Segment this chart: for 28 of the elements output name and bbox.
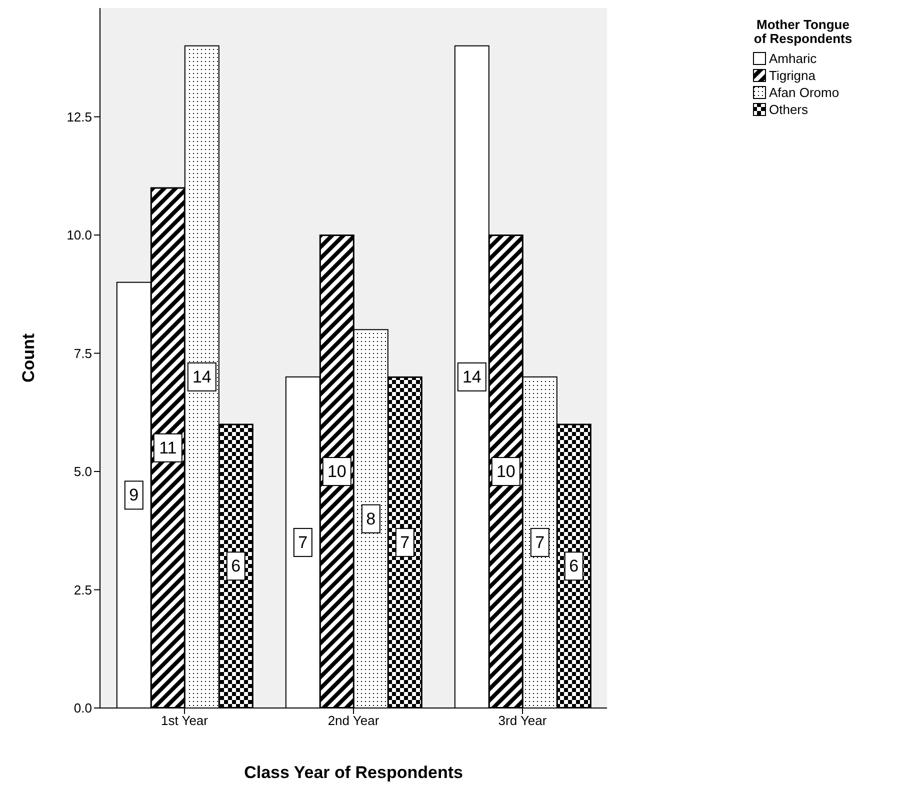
legend-label: Tigrigna (769, 68, 816, 83)
data-label: 7 (298, 532, 308, 552)
data-label: 11 (159, 438, 177, 458)
x-tick-label: 3rd Year (498, 713, 548, 728)
x-axis-title: Class Year of Respondents (244, 763, 463, 782)
data-label: 14 (192, 367, 212, 386)
y-tick-label: 5.0 (74, 464, 92, 480)
y-tick-label: 12.5 (66, 109, 92, 124)
data-label: 7 (535, 532, 545, 552)
y-axis-title: Count (19, 333, 38, 383)
data-label: 7 (400, 532, 410, 552)
y-tick-label: 0.0 (74, 700, 92, 716)
data-label: 10 (496, 462, 516, 482)
legend-label: Others (769, 102, 808, 117)
data-label: 14 (462, 367, 482, 386)
data-label: 6 (231, 556, 241, 576)
x-tick-label: 1st Year (161, 713, 209, 728)
data-label: 9 (129, 486, 139, 505)
y-tick-label: 2.5 (74, 582, 92, 598)
data-label: 6 (569, 556, 579, 576)
y-tick-label: 7.5 (74, 346, 92, 361)
legend-label: Amharic (769, 51, 817, 66)
legend-label: Afan Oromo (769, 85, 840, 100)
x-tick-label: 2nd Year (328, 713, 380, 728)
data-label: 8 (366, 509, 376, 528)
legend-title: Mother Tongue of Respondents (753, 17, 853, 46)
y-tick-label: 10.0 (66, 228, 92, 243)
data-label: 10 (327, 462, 346, 482)
